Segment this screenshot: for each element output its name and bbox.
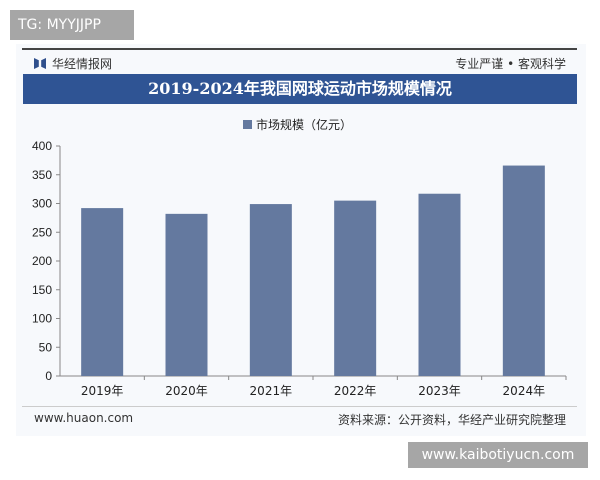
x-tick-label: 2023年 — [418, 384, 461, 398]
chart-title: 2019-2024年我国网球运动市场规模情况 — [23, 74, 577, 104]
x-tick-label: 2021年 — [250, 384, 293, 398]
y-tick-label: 150 — [32, 283, 52, 297]
brand-name: 华经情报网 — [52, 57, 113, 71]
y-tick-label: 0 — [45, 369, 52, 383]
x-tick-label: 2019年 — [81, 384, 124, 398]
bar-2020年 — [165, 213, 208, 376]
bar-2019年 — [81, 208, 124, 376]
bar-2022年 — [334, 200, 377, 376]
divider — [22, 406, 577, 407]
footer-site: www.huaon.com — [34, 411, 134, 425]
y-tick-label: 300 — [32, 197, 52, 211]
footer-source: 资料来源：公开资料，华经产业研究院整理 — [337, 413, 566, 427]
slogan: 专业严谨 • 客观科学 — [455, 57, 566, 71]
legend-label: 市场规模（亿元） — [256, 117, 352, 132]
legend-swatch — [243, 120, 252, 129]
divider — [22, 48, 577, 50]
bar-2024年 — [502, 165, 545, 376]
y-tick-label: 100 — [32, 312, 52, 326]
brand: 华经情报网 — [34, 55, 112, 72]
x-tick-label: 2022年 — [334, 384, 377, 398]
x-tick-label: 2024年 — [503, 384, 546, 398]
y-tick-label: 400 — [32, 139, 52, 153]
y-tick-label: 50 — [39, 340, 53, 354]
y-tick-label: 350 — [32, 168, 52, 182]
bar-2021年 — [249, 204, 292, 376]
watermark-tag: TG: MYYJJPP — [10, 10, 134, 40]
y-tick-label: 250 — [32, 225, 52, 239]
y-tick-label: 200 — [32, 254, 52, 268]
bar-2023年 — [418, 193, 461, 376]
x-tick-label: 2020年 — [165, 384, 208, 398]
watermark-url: www.kaibotiyucn.com — [408, 442, 588, 468]
